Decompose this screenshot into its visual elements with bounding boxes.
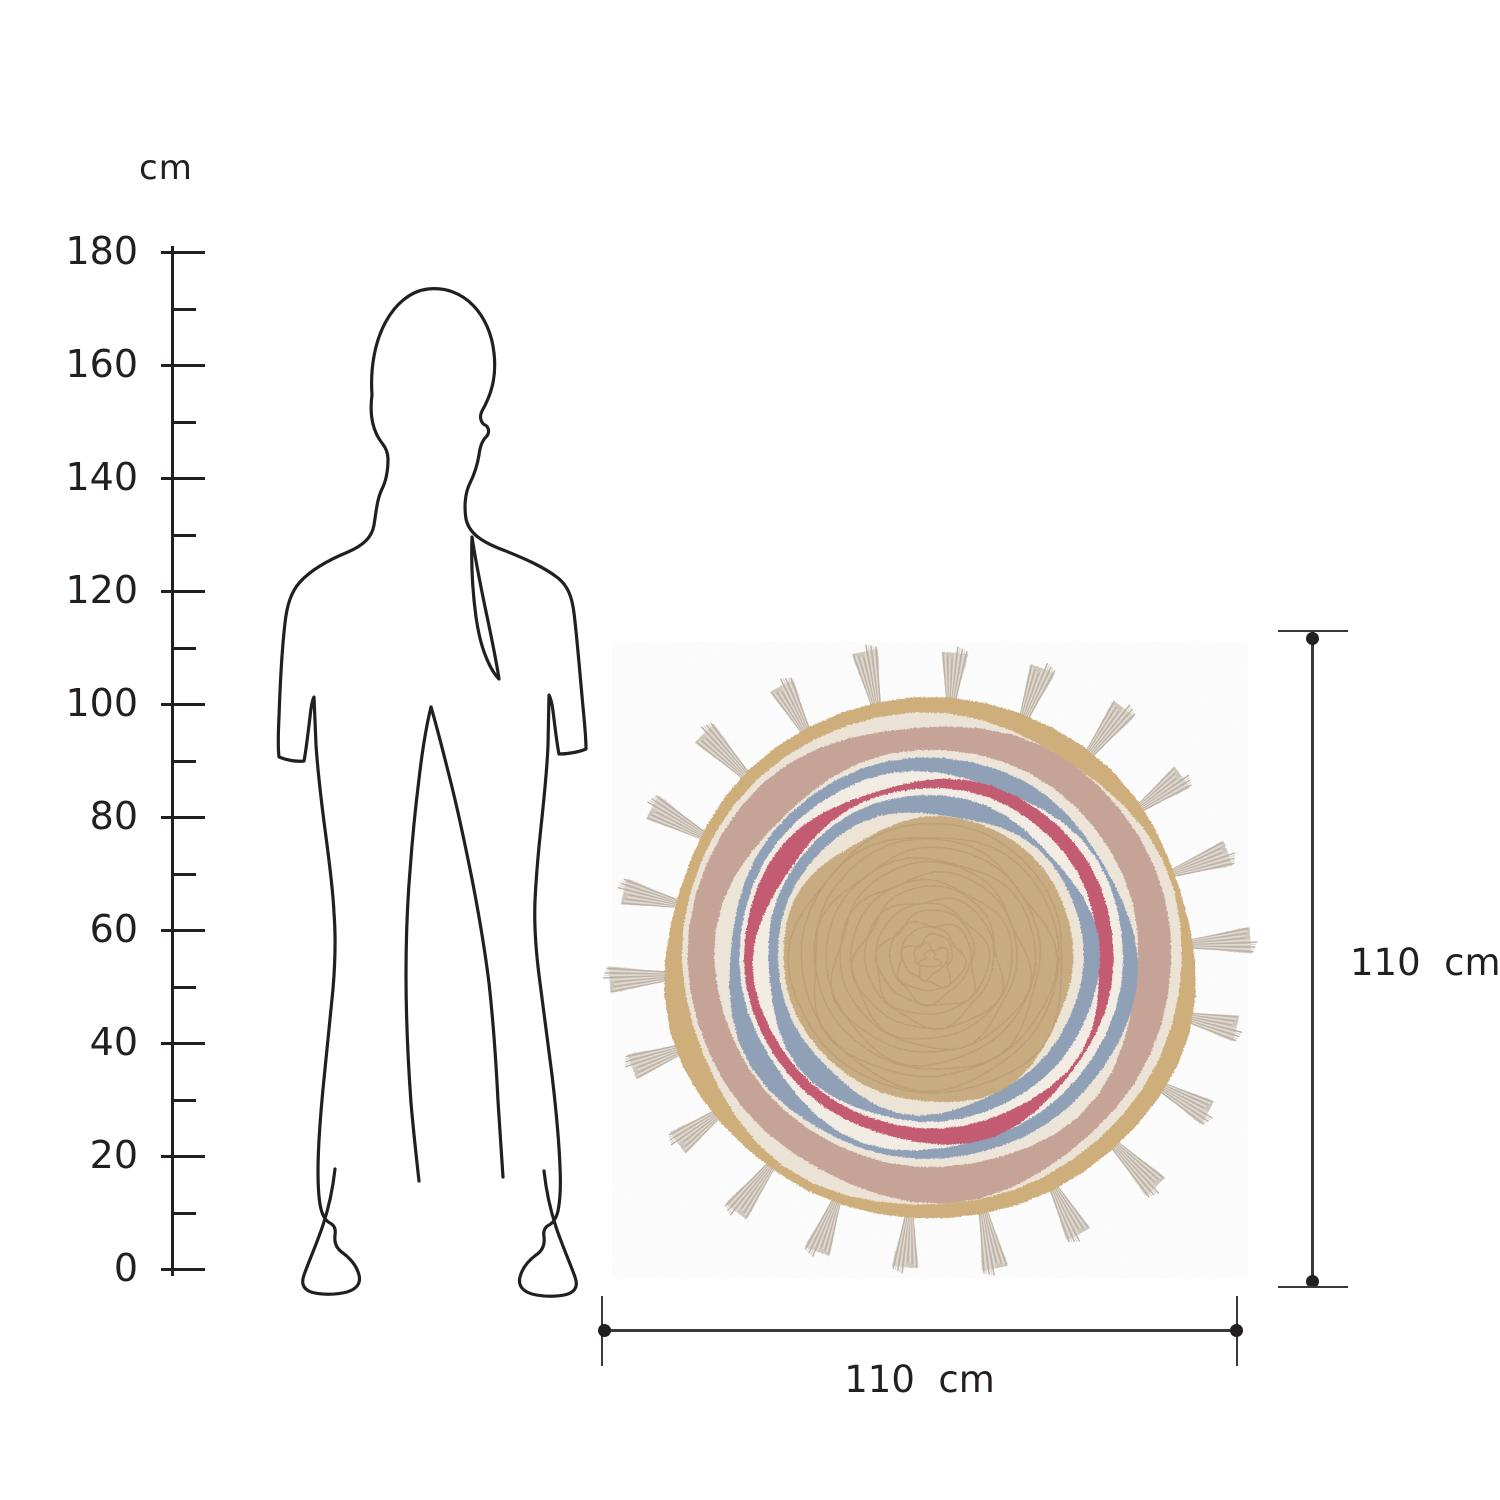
rug-tassel: [617, 878, 682, 909]
rug-tassel: [1185, 927, 1258, 954]
ruler-tick-minor: [173, 759, 196, 763]
ruler-unit-label: cm: [139, 148, 193, 188]
ruler-tick-minor: [173, 872, 196, 876]
rug-tassel: [1178, 1011, 1243, 1042]
product-image-round-rug: [585, 605, 1275, 1305]
ruler-tick-label: 180: [65, 229, 138, 273]
ruler-tick-minor: [173, 420, 196, 424]
dim-height-dot-top: [1306, 632, 1319, 645]
ruler-tick-minor: [173, 1211, 196, 1215]
rug-tassel: [602, 966, 675, 993]
rug-tassel: [892, 1210, 919, 1274]
ruler-axis-line: [171, 246, 174, 1276]
rug-tassel: [1169, 840, 1236, 878]
rug-tassel: [668, 1106, 727, 1154]
ruler-tick-major: [161, 929, 205, 932]
rug-tassel: [1017, 663, 1056, 726]
ruler-tick-minor: [173, 307, 196, 311]
ruler-tick-label: 40: [89, 1020, 138, 1064]
dim-height-line: [1311, 631, 1314, 1286]
ruler-tick-label: 120: [65, 568, 138, 612]
ruler-tick-major: [161, 364, 205, 367]
rug-tassel: [1133, 766, 1192, 814]
dim-width-dot-right: [1230, 1324, 1243, 1337]
dim-height-label: 110 cm: [1350, 941, 1500, 984]
ruler-tick-label: 100: [65, 681, 138, 725]
rug-tassel: [1082, 700, 1136, 762]
ruler-tick-major: [161, 1042, 205, 1045]
dim-width-line: [602, 1329, 1237, 1332]
ruler-tick-major: [161, 477, 205, 480]
ruler-tick-minor: [173, 985, 196, 989]
rug-tassel: [645, 795, 709, 841]
dim-height-cap-bottom: [1278, 1286, 1348, 1288]
ruler-tick-minor: [173, 646, 196, 650]
ruler-tick-major: [161, 816, 205, 819]
rug-tassels: [602, 644, 1258, 1276]
rug-tassel: [852, 644, 882, 714]
ruler-tick-label: 80: [89, 794, 138, 838]
ruler-tick-label: 60: [89, 907, 138, 951]
rug-tassel: [769, 677, 813, 740]
rug-tassel: [941, 646, 968, 710]
ruler-tick-minor: [173, 1098, 196, 1102]
ruler-tick-label: 140: [65, 455, 138, 499]
ruler-tick-major: [161, 251, 205, 254]
ruler-tick-label: 20: [89, 1133, 138, 1177]
ruler-tick-label: 160: [65, 342, 138, 386]
human-scale-silhouette: [276, 275, 596, 1305]
ruler-tick-minor: [173, 533, 196, 537]
rug-tassel: [724, 1158, 778, 1220]
ruler-tick-major: [161, 1155, 205, 1158]
dim-width-dot-left: [598, 1324, 611, 1337]
dim-height-dot-bottom: [1306, 1275, 1319, 1288]
rug-tassel: [624, 1042, 691, 1080]
rug-tassel: [1151, 1079, 1215, 1125]
ruler-tick-label: 0: [113, 1246, 138, 1290]
rug-tassel: [1047, 1180, 1091, 1243]
ruler-tick-major: [161, 590, 205, 593]
dim-width-label: 110 cm: [844, 1358, 995, 1401]
rug-tassel: [1106, 1136, 1166, 1198]
rug-tassel: [694, 722, 754, 784]
ruler-tick-major: [161, 703, 205, 706]
rug-tassel: [804, 1194, 843, 1257]
rug-tassel: [978, 1206, 1008, 1276]
ruler-tick-major: [161, 1268, 205, 1271]
